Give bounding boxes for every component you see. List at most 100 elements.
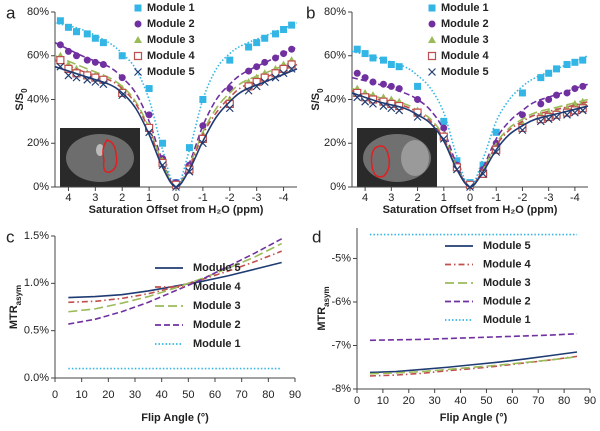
marker <box>271 30 279 38</box>
y-tick-label: 40% <box>324 93 346 105</box>
y-tick-label: 60% <box>27 50 49 62</box>
marker <box>172 183 180 191</box>
marker <box>271 54 279 62</box>
marker <box>545 96 553 103</box>
legend-label: Module 4 <box>483 258 532 270</box>
marker <box>91 34 99 42</box>
marker <box>288 21 296 29</box>
x-tick-label: 3 <box>92 192 98 204</box>
marker <box>571 58 579 66</box>
x-tick-label: 30 <box>429 395 441 407</box>
legend-marker <box>428 4 436 12</box>
marker <box>145 128 154 137</box>
x-tick-label: 1 <box>441 192 447 204</box>
marker <box>158 161 167 170</box>
x-tick-label: 80 <box>558 395 570 407</box>
x-tick-label: -2 <box>225 192 235 204</box>
x-tick-label: 3 <box>388 192 394 204</box>
y-tick-label: -8% <box>331 383 351 395</box>
legend-marker <box>133 51 143 61</box>
panel-letter: c <box>6 227 15 246</box>
marker <box>387 104 396 113</box>
x-tick-label: 90 <box>289 389 301 401</box>
inset-ventricle <box>96 144 104 156</box>
marker <box>563 110 571 119</box>
marker <box>83 56 91 64</box>
marker <box>99 39 107 47</box>
x-tick-label: -1 <box>491 192 501 204</box>
marker <box>185 144 193 152</box>
x-tick-label: 2 <box>119 192 125 204</box>
x-axis-title: Flip Angle (°) <box>440 412 508 424</box>
marker <box>159 139 167 147</box>
y-tick-label: -6% <box>331 296 351 308</box>
series-line <box>68 250 282 304</box>
x-tick-label: 70 <box>236 389 248 401</box>
marker <box>56 17 64 25</box>
marker <box>83 30 91 38</box>
y-tick-label: 0.0% <box>24 372 49 384</box>
marker <box>353 93 362 102</box>
marker <box>492 128 500 136</box>
marker <box>440 124 448 132</box>
x-tick-label: 90 <box>584 395 596 407</box>
series-line <box>369 356 578 375</box>
marker <box>261 34 269 42</box>
marker <box>413 113 422 121</box>
marker <box>439 134 448 143</box>
marker <box>553 91 561 99</box>
y-tick-label: 0% <box>33 181 49 193</box>
series-line <box>68 242 283 313</box>
marker <box>353 45 361 53</box>
x-tick-label: 2 <box>414 192 420 204</box>
legend-marker <box>428 20 436 28</box>
marker <box>369 54 377 62</box>
marker <box>145 85 153 93</box>
marker <box>361 97 370 106</box>
marker <box>518 111 526 119</box>
x-axis-title: Saturation Offset from H₂O (ppm) <box>89 204 264 216</box>
y-tick-label: -7% <box>331 339 351 351</box>
y-tick-label: 20% <box>324 137 346 149</box>
legend-marker <box>428 68 436 76</box>
x-tick-label: 0 <box>173 192 179 204</box>
marker <box>579 56 587 64</box>
marker <box>91 58 99 66</box>
legend-label: Module 5 <box>441 66 489 78</box>
y-axis-title-main: MTR <box>316 307 328 331</box>
marker <box>261 58 269 66</box>
x-tick-label: 20 <box>102 389 114 401</box>
marker <box>571 85 579 93</box>
marker <box>226 56 234 64</box>
marker <box>287 64 296 73</box>
marker <box>64 47 72 55</box>
x-tick-label: 80 <box>262 389 274 401</box>
marker <box>245 43 253 51</box>
legend-label: Module 3 <box>193 300 241 312</box>
marker <box>199 96 207 103</box>
x-tick-label: 60 <box>209 389 221 401</box>
legend-label: Module 3 <box>483 277 531 289</box>
x-tick-label: 0 <box>467 192 473 204</box>
marker <box>440 117 448 125</box>
marker <box>452 165 461 174</box>
x-tick-label: 4 <box>65 192 71 204</box>
marker <box>244 86 253 95</box>
x-tick-label: 4 <box>362 192 368 204</box>
marker <box>145 111 153 119</box>
y-axis-title-sub: 0 <box>20 88 29 93</box>
x-tick-label: 70 <box>532 395 544 407</box>
marker <box>99 80 108 89</box>
x-tick-label: 60 <box>506 395 518 407</box>
legend-marker <box>428 36 436 43</box>
y-tick-label: 1.0% <box>24 277 49 289</box>
legend-label: Module 5 <box>147 66 195 78</box>
y-tick-label: 0.5% <box>24 325 49 337</box>
y-axis-title-sub: asym <box>14 285 23 305</box>
marker <box>361 74 369 82</box>
x-axis-title: Flip Angle (°) <box>141 412 209 424</box>
x-tick-label: -4 <box>279 192 289 204</box>
marker <box>552 113 561 121</box>
marker <box>56 41 64 49</box>
